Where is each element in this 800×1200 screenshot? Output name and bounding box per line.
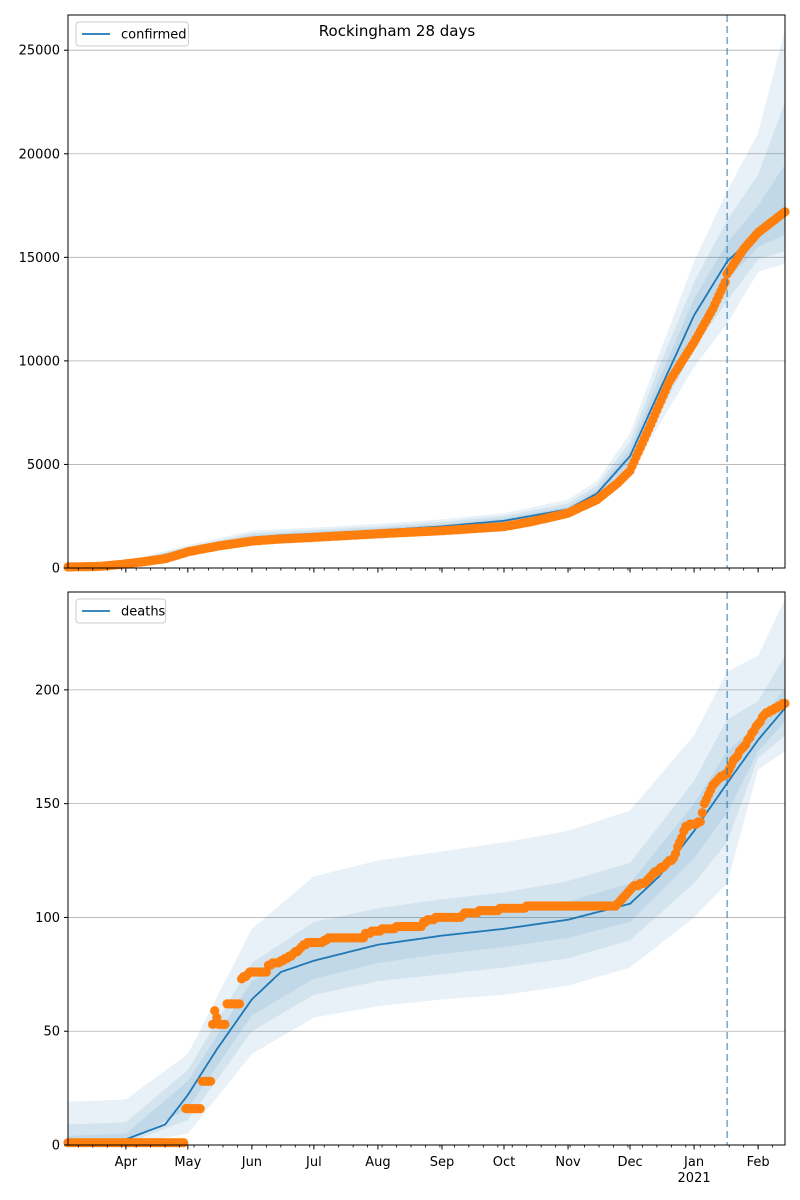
deaths-panel: 0 50 100 150 200 Apr May Jun Jul Aug Sep Oct Nov Dec… [35, 591, 790, 1186]
deaths-observed-point [210, 1006, 220, 1016]
deaths-legend-box [75, 598, 167, 624]
deaths-y-tick-label: 0 [52, 1139, 60, 1154]
confirmed-y-tick-label: 5000 [27, 458, 60, 473]
deaths-y-ticks: 0 50 100 150 200 [35, 683, 68, 1154]
x-tick-label: Jul [305, 1155, 322, 1170]
x-tick-label: May [174, 1155, 201, 1170]
deaths-observed-point [695, 817, 705, 827]
deaths-y-tick-label: 200 [35, 683, 60, 698]
x-tick-label: Feb [747, 1155, 770, 1170]
x-tick-label: Apr [115, 1155, 138, 1170]
confirmed-x-ticks [77, 568, 774, 573]
deaths-y-tick-label: 150 [35, 797, 60, 812]
deaths-observed-point [206, 1076, 216, 1086]
chart-title: Rockingham 28 days [319, 22, 476, 40]
confirmed-legend: confirmed [75, 21, 189, 47]
confirmed-y-ticks: 0 5000 10000 15000 20000 25000 [19, 44, 68, 577]
x-year-label: 2021 [678, 1171, 711, 1186]
deaths-band-2 [68, 655, 785, 1145]
x-tick-label: Jun [241, 1155, 262, 1170]
deaths-y-tick-label: 50 [43, 1025, 60, 1040]
deaths-observed-point [179, 1138, 189, 1148]
confirmed-legend-box [75, 21, 189, 47]
x-tick-label: Aug [365, 1155, 390, 1170]
x-tick-label: Sep [430, 1155, 455, 1170]
deaths-legend: deaths [75, 598, 167, 624]
deaths-x-ticks: Apr May Jun Jul Aug Sep Oct Nov Dec Jan Feb 2021 [77, 1145, 774, 1186]
deaths-y-tick-label: 100 [35, 911, 60, 926]
confirmed-y-tick-label: 0 [52, 562, 60, 577]
deaths-observed-point [234, 999, 245, 1009]
confirmed-y-tick-label: 20000 [19, 147, 60, 162]
x-tick-label: Oct [493, 1155, 515, 1170]
x-tick-label: Jan [683, 1155, 704, 1170]
x-tick-label: Nov [555, 1155, 581, 1170]
deaths-observed-point [195, 1104, 205, 1114]
confirmed-y-tick-label: 25000 [19, 44, 60, 59]
confirmed-y-tick-label: 15000 [19, 251, 60, 266]
confirmed-legend-label: confirmed [121, 28, 187, 43]
deaths-observed-point [697, 808, 707, 818]
confirmed-observed-point [720, 277, 730, 287]
deaths-legend-label: deaths [121, 605, 166, 620]
deaths-band-1 [68, 598, 785, 1145]
deaths-uncertainty-bands [68, 598, 785, 1145]
confirmed-panel: 0 5000 10000 15000 20000 25000 confirmed [19, 14, 790, 577]
deaths-observed-points [63, 698, 790, 1148]
deaths-axes-frame [67, 591, 786, 1146]
confirmed-axes-frame [67, 14, 786, 569]
confirmed-y-tick-label: 10000 [19, 354, 60, 369]
deaths-observed-point [220, 1019, 230, 1029]
x-tick-label: Dec [617, 1155, 642, 1170]
confirmed-observed-points [63, 207, 790, 572]
